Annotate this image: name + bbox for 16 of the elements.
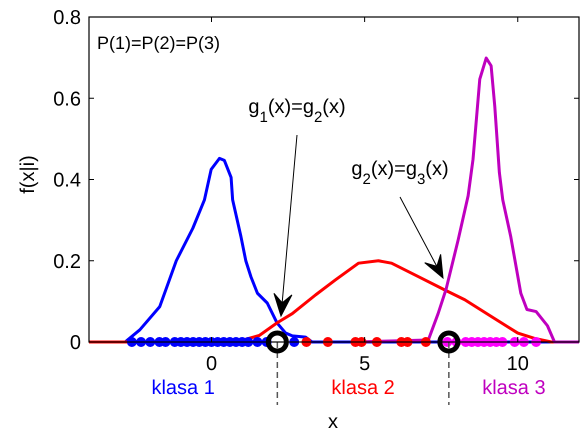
y-tick-label: 0.4 — [53, 170, 81, 192]
text: klasa 1 — [151, 377, 215, 399]
y-tick-label: 0 — [70, 332, 81, 354]
x-tick-label: 0 — [206, 353, 218, 375]
annotation: P(1)=P(2)=P(3) — [97, 33, 220, 53]
y-tick-label: 0.8 — [53, 7, 81, 29]
y-axis-title: f(x|i) — [17, 155, 39, 194]
series-label: klasa 3 — [482, 377, 546, 399]
x-tick-label: 10 — [506, 353, 529, 375]
text: klasa 2 — [331, 377, 395, 399]
x-axis-title: x — [328, 411, 338, 432]
x-tick-label: 5 — [359, 353, 370, 375]
y-tick-label: 0.6 — [53, 88, 81, 110]
annotation: g$_{1}$(x)=g$_{2}$(x) — [248, 96, 346, 126]
y-tick-label: 0.2 — [53, 250, 81, 273]
annotation: g$_{2}$(x)=g$_{3}$(x) — [351, 158, 449, 188]
